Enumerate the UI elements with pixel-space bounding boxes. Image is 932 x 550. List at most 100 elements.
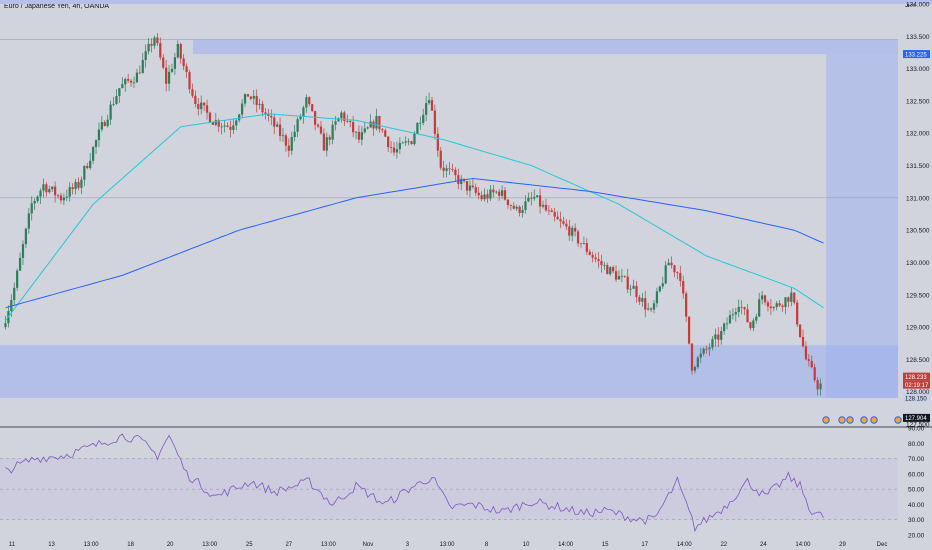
candle-body [737, 306, 740, 313]
candle-body [474, 187, 477, 193]
candle-body [258, 103, 261, 105]
candle-body [138, 72, 141, 74]
countdown-tag[interactable] [903, 380, 930, 389]
zone-top-price-tag[interactable] [903, 50, 930, 59]
ema-fast-line[interactable] [5, 113, 824, 321]
candle-body [276, 124, 279, 127]
candle-body [600, 261, 603, 266]
candle-body [13, 287, 16, 300]
candle-body [445, 168, 448, 171]
rsi-line[interactable] [5, 433, 824, 533]
price-tick-label: 130.000 [906, 260, 930, 267]
candle-body [702, 348, 705, 354]
candle-body [162, 57, 165, 68]
price-zone[interactable] [193, 39, 898, 55]
candle-body [486, 194, 489, 199]
last-price-tag[interactable] [903, 394, 930, 402]
candle-body [281, 135, 285, 137]
time-tick-label: 24 [760, 542, 767, 548]
candle-body [311, 104, 314, 112]
candle-body [337, 118, 340, 122]
candle-body [436, 133, 439, 151]
candle-body [401, 142, 404, 144]
candle-body [670, 262, 673, 266]
candle-body [89, 160, 92, 169]
ema-slow-line[interactable] [5, 177, 824, 309]
candle-body [33, 200, 36, 204]
candle-body [495, 191, 498, 193]
candle-body [512, 205, 515, 209]
candle-body [91, 147, 95, 161]
price-zone[interactable] [0, 345, 898, 398]
low-line-price-tag[interactable] [903, 413, 930, 422]
candle-body [392, 147, 396, 153]
candle-body [369, 121, 372, 128]
candle-body [503, 190, 507, 200]
candle-body [553, 211, 556, 217]
candle-body [214, 120, 217, 125]
candle-body [612, 267, 615, 272]
candle-body [725, 323, 729, 325]
candle-body [264, 112, 267, 114]
price-zone[interactable] [826, 54, 898, 398]
time-tick-label: 8 [485, 542, 489, 548]
candle-body [579, 243, 583, 245]
candle-body [711, 339, 714, 348]
time-tick-label: 22 [720, 542, 727, 548]
rsi-tick-label: 70.00 [908, 456, 925, 463]
candle-body [203, 102, 206, 106]
current-price-tag[interactable] [903, 372, 930, 381]
candle-body [772, 307, 775, 309]
candle-body [518, 206, 521, 214]
candle-body [679, 272, 682, 281]
event-markers[interactable] [822, 416, 902, 424]
candle-body [647, 308, 650, 310]
candle-body [521, 209, 524, 214]
candle-body [179, 44, 182, 59]
event-marker-icon[interactable] [838, 416, 846, 424]
candle-body [109, 104, 112, 120]
candle-body [86, 165, 89, 169]
candle-body [556, 216, 559, 220]
price-tick-label: 130.500 [906, 228, 930, 235]
candle-body [62, 197, 65, 201]
rsi-tick-label: 50.00 [908, 487, 925, 494]
candle-body [226, 125, 229, 127]
candle-body [299, 116, 302, 120]
candle-body [48, 189, 51, 193]
event-marker-icon[interactable] [822, 416, 830, 424]
candle-body [550, 210, 553, 212]
event-marker-icon[interactable] [846, 416, 854, 424]
currency-badge[interactable]: JPY [905, 3, 917, 9]
time-tick-label: 27 [285, 542, 292, 548]
candle-body [205, 105, 209, 113]
candle-body [232, 125, 235, 130]
symbol-title: Euro / Japanese Yen, 4h, OANDA [4, 3, 110, 10]
candle-body [422, 114, 425, 123]
candle-body [690, 343, 694, 371]
candle-body [39, 190, 42, 197]
candle-body [635, 285, 638, 298]
candle-body [354, 131, 358, 133]
candle-body [796, 302, 799, 325]
rsi-tick-label: 80.00 [908, 441, 925, 448]
event-marker-icon[interactable] [870, 416, 878, 424]
rsi-panel [0, 433, 898, 533]
candle-body [284, 135, 288, 146]
event-marker-icon[interactable] [860, 416, 868, 424]
candle-body [594, 257, 597, 260]
event-marker-icon[interactable] [894, 416, 902, 424]
candle-body [340, 112, 343, 119]
candle-body [416, 122, 419, 134]
candle-body [395, 149, 399, 153]
candle-body [471, 185, 474, 188]
candle-body [10, 299, 13, 312]
candle-body [457, 175, 460, 184]
candle-body [141, 59, 144, 74]
candle-body [798, 324, 802, 338]
candle-body [381, 129, 384, 131]
candle-body [708, 347, 711, 350]
candle-body [56, 195, 60, 197]
candle-body [404, 141, 407, 143]
